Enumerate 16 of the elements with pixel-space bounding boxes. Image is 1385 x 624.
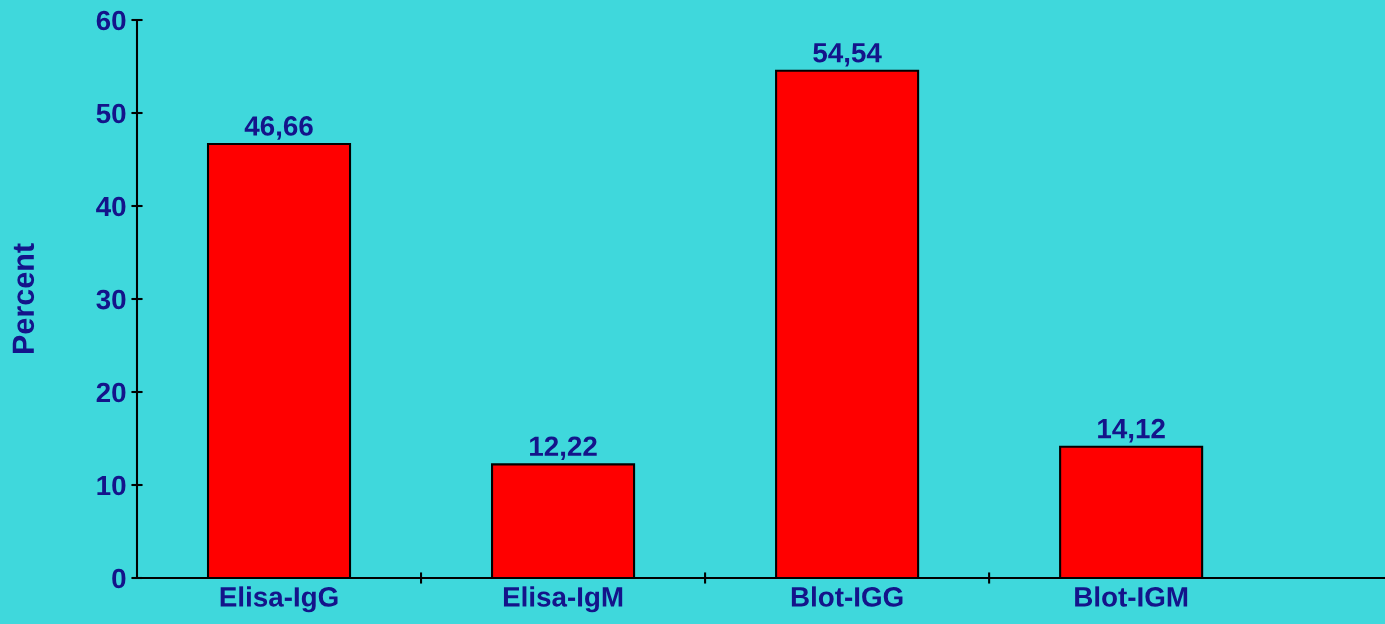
y-tick-label: 40 bbox=[96, 196, 126, 217]
y-axis-title: Percent bbox=[12, 243, 35, 353]
y-tick-label: 0 bbox=[112, 568, 126, 589]
x-tick-label: Elisa-IgG bbox=[220, 586, 338, 613]
data-label: 54,54 bbox=[813, 43, 882, 67]
data-label: 12,22 bbox=[530, 436, 597, 461]
x-tick-label: Blot-IGM bbox=[1075, 586, 1188, 607]
y-tick-label: 50 bbox=[96, 103, 126, 124]
y-tick-label: 10 bbox=[97, 475, 126, 496]
x-tick-label: Elisa-IgM bbox=[503, 586, 623, 613]
x-tick-label: Blot-IGG bbox=[791, 586, 903, 607]
y-tick-label: 30 bbox=[96, 289, 126, 310]
y-tick-label: 20 bbox=[96, 382, 126, 403]
y-tick-label: 60 bbox=[96, 10, 126, 31]
data-label: 14,12 bbox=[1098, 418, 1165, 443]
data-label: 46,66 bbox=[244, 116, 313, 140]
